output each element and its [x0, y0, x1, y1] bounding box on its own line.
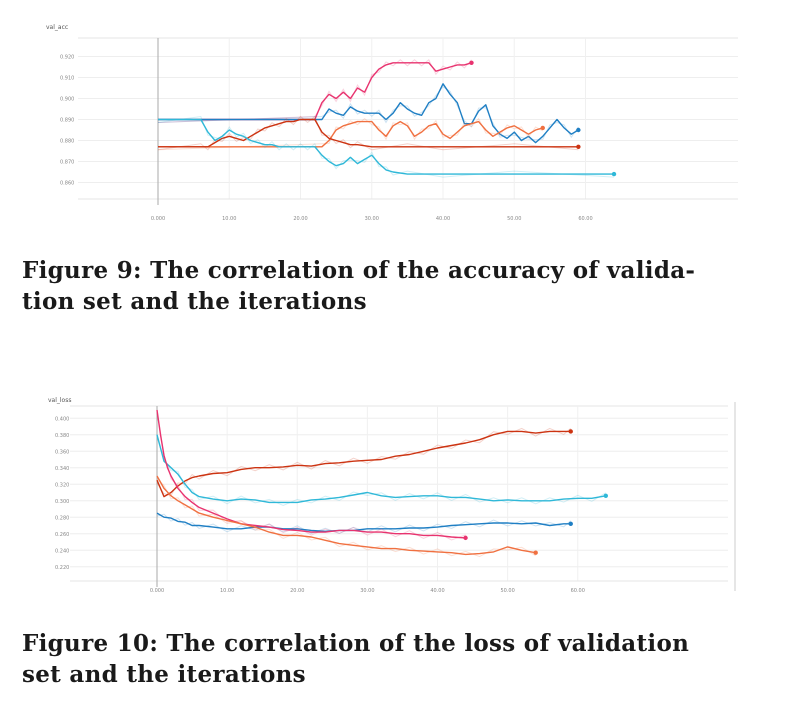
y-tick-label: 0.280 [55, 515, 69, 521]
series-raw-line [157, 115, 615, 178]
y-tick-label: 0.340 [55, 466, 69, 472]
figure-9-caption: Figure 9: The correlation of the accurac… [22, 255, 772, 317]
y-tick-label: 0.910 [60, 76, 74, 82]
series-raw-line [156, 427, 572, 497]
y-tick-label: 0.870 [60, 160, 74, 166]
series-line [156, 409, 466, 539]
series-line [158, 120, 543, 148]
x-tick-label: 0.000 [150, 588, 164, 594]
x-tick-label: 50.00 [500, 588, 514, 594]
series-raw-line [156, 478, 536, 558]
figure-9-caption-line-1: Figure 9: The correlation of the accurac… [22, 257, 696, 284]
series-end-point [463, 535, 468, 541]
y-axis-label: val_loss [48, 397, 71, 404]
series-line [156, 430, 571, 498]
x-tick-label: 0.000 [151, 216, 165, 222]
series-raw-line [157, 117, 544, 151]
series-end-point [533, 550, 538, 555]
series-end-point [611, 171, 617, 177]
series-end-point [568, 521, 573, 527]
x-tick-label: 60.00 [578, 216, 592, 222]
y-tick-label: 0.860 [60, 181, 74, 187]
series-end-point [603, 493, 608, 498]
series-end-point [568, 429, 573, 434]
x-tick-label: 30.00 [360, 588, 374, 594]
y-tick-label: 0.360 [55, 449, 69, 455]
x-tick-label: 10.00 [222, 216, 236, 222]
y-axis-label: val_acc [46, 24, 68, 31]
y-tick-label: 0.380 [55, 433, 69, 439]
figure-10-caption-line-2: set and the iterations [22, 661, 306, 688]
y-tick-label: 0.900 [60, 97, 74, 103]
x-tick-label: 40.00 [436, 216, 450, 222]
y-tick-label: 0.400 [55, 416, 69, 422]
series-end-point [576, 127, 581, 133]
y-tick-label: 0.890 [60, 118, 74, 124]
y-tick-label: 0.920 [60, 55, 74, 61]
series-raw-line [157, 59, 472, 123]
figure-9-caption-line-2: tion set and the iterations [22, 288, 367, 315]
figure-10-caption-line-1: Figure 10: The correlation of the loss o… [22, 630, 690, 657]
x-tick-label: 50.00 [507, 216, 521, 222]
x-tick-label: 20.00 [290, 588, 304, 594]
series-end-point [576, 144, 581, 149]
series-end-point [540, 125, 545, 131]
series-line [158, 83, 579, 144]
series-end-point [469, 60, 474, 65]
y-tick-label: 0.880 [60, 139, 74, 145]
figure-10-caption: Figure 10: The correlation of the loss o… [22, 628, 772, 690]
series-line [156, 475, 536, 556]
y-tick-label: 0.220 [55, 565, 69, 571]
x-tick-label: 10.00 [220, 588, 234, 594]
x-tick-label: 30.00 [365, 216, 379, 222]
figure-9: val_acc 0.860 0.870 0.880 0.890 0.900 0.910 0.9… [0, 0, 794, 244]
x-tick-label: 60.00 [571, 588, 585, 594]
loss-chart: val_loss 0.220 0.240 0.260 0.280 0.300 0.320 0.… [48, 397, 736, 594]
figure-10: val_loss 0.220 0.240 0.260 0.280 0.300 0.320 0.… [0, 380, 794, 614]
x-tick-label: 40.00 [430, 588, 444, 594]
series-line [158, 118, 579, 148]
series-raw-line [157, 115, 579, 151]
x-tick-label: 20.00 [293, 216, 307, 222]
y-tick-label: 0.320 [55, 482, 69, 488]
y-tick-label: 0.260 [55, 532, 69, 538]
series-line [158, 62, 472, 121]
y-tick-label: 0.300 [55, 499, 69, 505]
accuracy-chart: val_acc 0.860 0.870 0.880 0.890 0.900 0.910 0.9… [46, 24, 738, 222]
y-tick-label: 0.240 [55, 548, 69, 554]
series-line [156, 434, 606, 504]
series-line [158, 118, 614, 175]
